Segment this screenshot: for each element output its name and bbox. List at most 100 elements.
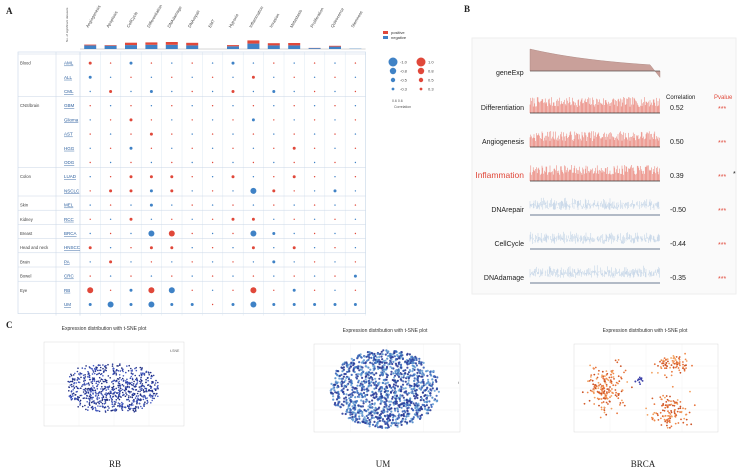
tsne-point	[144, 396, 146, 398]
tsne-point	[385, 385, 388, 388]
tsne-point	[389, 403, 392, 406]
tsne-point	[678, 361, 681, 363]
correlation-dot	[191, 247, 193, 249]
correlation-dot	[170, 189, 174, 193]
tsne-point	[600, 388, 602, 391]
tsne-point	[88, 384, 90, 386]
column-label: Apoptosis	[105, 10, 119, 28]
tsne-point	[73, 379, 76, 381]
correlation-dot	[334, 261, 336, 263]
tsne-point	[435, 388, 438, 391]
tsne-point	[121, 383, 124, 386]
tsne-point	[395, 358, 398, 361]
tsne-point	[91, 396, 93, 399]
tsne-point	[651, 397, 654, 400]
tsne-point	[132, 400, 134, 402]
tsne-point	[97, 373, 99, 375]
row-label: GBM	[64, 103, 75, 108]
tsne-point	[411, 356, 414, 359]
correlation-dot	[191, 119, 193, 121]
caption-um: UM	[375, 459, 391, 469]
legend-negative-label: negative	[391, 35, 407, 40]
correlation-dot	[129, 217, 133, 221]
tsne-point	[110, 381, 113, 383]
tsne-point	[346, 365, 349, 368]
tsne-point	[420, 397, 423, 400]
tsne-point	[676, 363, 679, 366]
tsne-point	[375, 356, 378, 359]
tsne-point	[87, 387, 90, 390]
tsne-point	[155, 379, 157, 382]
tsne-point	[430, 405, 433, 408]
tsne-point	[378, 417, 381, 420]
correlation-value: 0.39	[670, 173, 684, 180]
tsne-point	[621, 399, 623, 402]
tsne-point	[396, 371, 400, 374]
tsne-point	[612, 372, 615, 375]
tsne-point	[132, 404, 134, 406]
tsne-point	[683, 369, 686, 372]
tsne-point	[382, 407, 385, 410]
tsne-point	[393, 374, 397, 377]
tsne-point	[137, 407, 140, 409]
tsne-point	[406, 361, 409, 364]
tsne-point	[97, 401, 99, 404]
row-label: PA	[64, 259, 70, 264]
tsne-point	[675, 359, 677, 361]
tsne-point	[128, 381, 130, 384]
tsne-point	[665, 367, 668, 369]
tsne-point	[670, 400, 672, 403]
tsne-point	[596, 390, 599, 393]
tsne-point	[154, 389, 157, 391]
tsne-point	[87, 391, 90, 394]
tsne-point	[362, 421, 365, 424]
correlation-dot	[333, 189, 337, 193]
tsne-point	[366, 420, 369, 423]
tsne-point	[404, 360, 407, 363]
tsne-point	[79, 394, 82, 397]
tsne-point	[415, 364, 418, 367]
correlation-dot	[232, 232, 234, 235]
tsne-point	[394, 397, 397, 400]
tsne-point	[407, 406, 410, 409]
correlation-dot	[211, 62, 214, 64]
tsne-point	[358, 408, 361, 411]
tsne-point	[377, 426, 380, 429]
tsne-point	[135, 378, 138, 381]
tsne-point	[92, 407, 94, 410]
group-label: Bowel	[20, 274, 31, 279]
tsne-point	[398, 352, 401, 355]
correlation-dot	[313, 161, 316, 164]
row-label: AST	[64, 132, 73, 137]
tsne-point	[134, 409, 137, 412]
tsne-point	[387, 363, 390, 366]
tsne-point	[140, 373, 143, 376]
correlation-header: Correlation	[666, 95, 695, 101]
correlation-dot	[293, 275, 295, 277]
tsne-point	[689, 390, 691, 393]
tsne-point	[364, 362, 367, 365]
correlation-dot	[334, 218, 336, 220]
tsne-point	[101, 394, 104, 396]
correlation-dot	[109, 147, 112, 149]
tsne-point	[349, 411, 352, 414]
tsne-point	[119, 387, 122, 390]
tsne-point	[358, 361, 361, 364]
tsne-point	[98, 372, 100, 375]
column-label: Differentiation	[146, 3, 164, 28]
tsne-point	[406, 410, 409, 413]
tsne-point	[391, 421, 394, 424]
tsne-point	[421, 373, 424, 376]
tsne-point	[329, 391, 333, 394]
tsne-point	[676, 365, 678, 368]
correlation-dot	[129, 61, 133, 65]
tsne-point	[662, 364, 665, 367]
tsne-point	[134, 374, 136, 377]
tsne-point	[393, 387, 397, 390]
tsne-point	[431, 381, 434, 384]
correlation-dot	[149, 203, 153, 207]
tsne-point	[419, 416, 422, 419]
tsne-point	[107, 363, 109, 366]
size-legend-positive-dot	[417, 67, 425, 75]
tsne-point	[671, 385, 674, 388]
